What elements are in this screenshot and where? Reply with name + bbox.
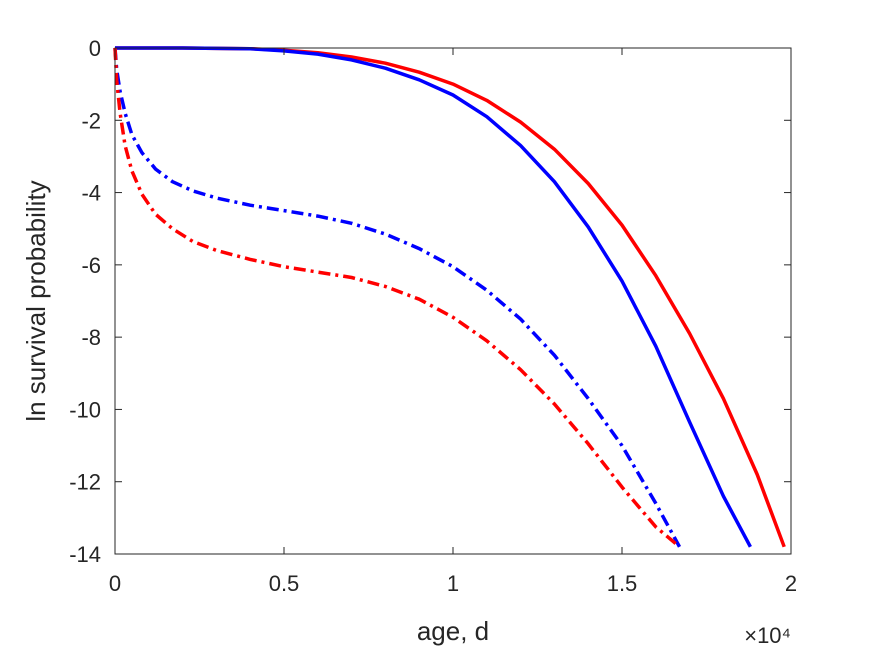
y-tick-label: -12 [69,470,101,495]
x-tick-label: 1.5 [607,571,638,596]
y-tick-label: -2 [81,108,101,133]
plot-area [115,48,791,554]
y-tick-label: -8 [81,325,101,350]
x-tick-label: 1 [447,571,459,596]
x-tick-label: 0.5 [269,571,300,596]
y-ticks: 0 -2 -4 -6 -8 -10 -12 -14 [69,36,791,567]
series-line-3 [113,47,682,548]
y-tick-label: 0 [89,36,101,61]
y-tick-label: -10 [69,397,101,422]
x-axis-label: age, d [417,616,489,646]
x-tick-label: 2 [785,571,797,596]
series-line-4 [113,47,681,549]
x-tick-label: 0 [109,571,121,596]
series-line-2 [115,46,752,548]
y-tick-label: -6 [81,253,101,278]
x-ticks: 0 0.5 1 1.5 2 [109,48,797,596]
y-tick-label: -14 [69,542,101,567]
x-exponent-label: ×10⁴ [744,623,791,648]
y-axis-label: ln survival probability [21,180,51,421]
y-tick-label: -4 [81,181,101,206]
